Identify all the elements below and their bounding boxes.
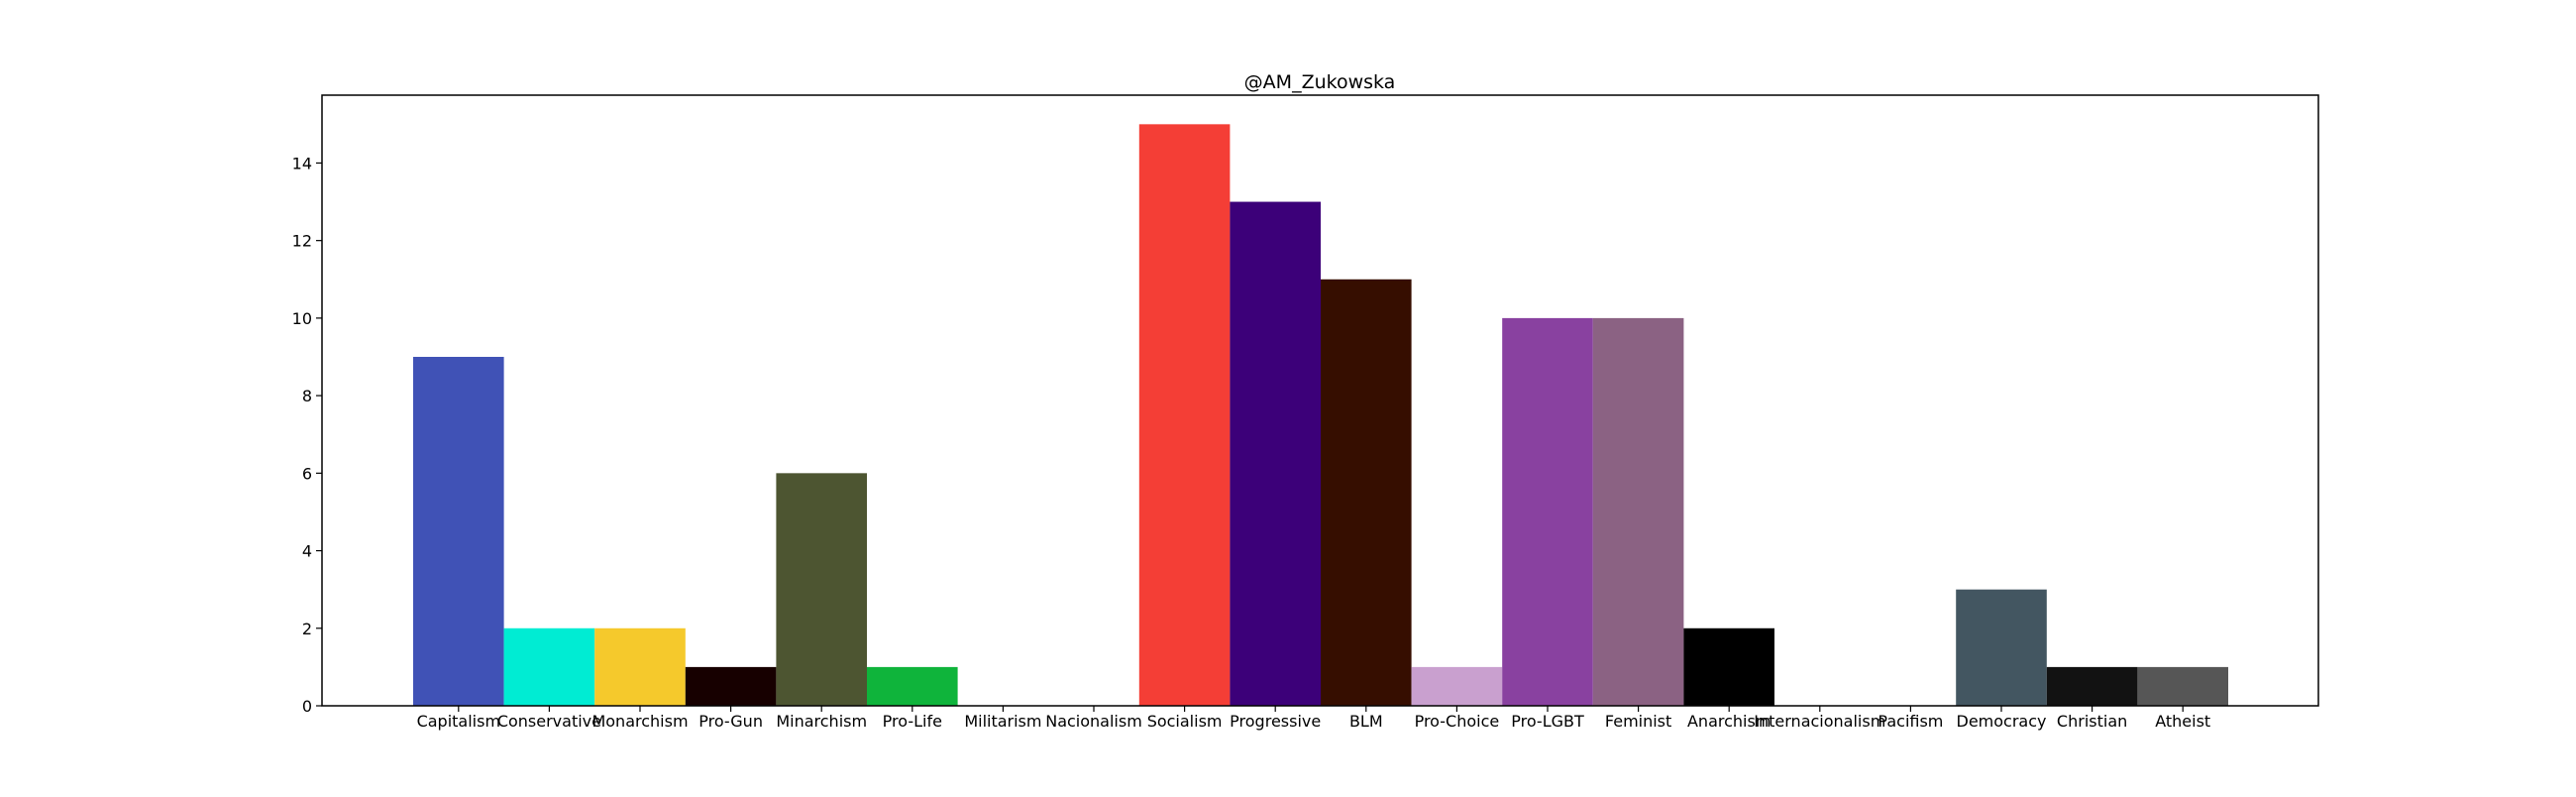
bar-minarchism xyxy=(776,473,867,706)
bar-pro-choice xyxy=(1411,666,1503,706)
x-tick-label-pro-life: Pro-Life xyxy=(883,712,942,731)
x-tick-label-conservative: Conservative xyxy=(497,712,601,731)
x-tick-label-minarchism: Minarchism xyxy=(776,712,867,731)
y-tick-label-0: 0 xyxy=(302,697,312,716)
plot-area-frame xyxy=(321,94,2319,707)
x-tick-label-christian: Christian xyxy=(2057,712,2127,731)
x-tick-label-socialism: Socialism xyxy=(1147,712,1223,731)
y-tick-label-12: 12 xyxy=(292,232,312,251)
y-tick-label-14: 14 xyxy=(292,154,312,172)
bar-monarchism xyxy=(594,627,686,706)
bar-feminist xyxy=(1592,317,1684,706)
x-tick-label-anarchism: Anarchism xyxy=(1687,712,1771,731)
x-tick-label-internacionalism: Internacionalism xyxy=(1754,712,1885,731)
x-tick-label-capitalism: Capitalism xyxy=(417,712,500,731)
y-tick-label-6: 6 xyxy=(302,464,312,483)
bar-democracy xyxy=(1956,589,2047,706)
x-tick-label-feminist: Feminist xyxy=(1605,712,1671,731)
bar-atheist xyxy=(2137,666,2228,706)
bar-christian xyxy=(2046,666,2138,706)
x-tick-label-progressive: Progressive xyxy=(1230,712,1321,731)
x-tick-label-pro-choice: Pro-Choice xyxy=(1415,712,1500,731)
bar-pro-lgbt xyxy=(1502,317,1593,706)
bar-blm xyxy=(1321,279,1412,706)
x-tick-label-militarism: Militarism xyxy=(964,712,1041,731)
bar-pro-gun xyxy=(685,666,777,706)
y-axis: 0 2 4 6 8 10 12 14 xyxy=(292,154,322,716)
bar-pro-life xyxy=(867,666,958,706)
bar-conservative xyxy=(503,627,595,706)
bar-progressive xyxy=(1230,201,1321,707)
y-tick-label-4: 4 xyxy=(302,542,312,561)
y-tick-label-10: 10 xyxy=(292,309,312,328)
bar-socialism xyxy=(1138,124,1231,707)
bars-layer xyxy=(413,124,2228,707)
x-tick-label-democracy: Democracy xyxy=(1957,712,2047,731)
x-tick-label-pro-gun: Pro-Gun xyxy=(698,712,763,731)
bar-anarchism xyxy=(1683,627,1774,706)
x-tick-label-pacifism: Pacifism xyxy=(1878,712,1943,731)
x-tick-label-nacionalism: Nacionalism xyxy=(1045,712,1142,731)
bar-capitalism xyxy=(413,357,504,706)
y-tick-label-8: 8 xyxy=(302,387,312,405)
y-tick-label-2: 2 xyxy=(302,620,312,638)
x-tick-label-pro-lgbt: Pro-LGBT xyxy=(1511,712,1584,731)
chart-title: @AM_Zukowska xyxy=(1244,71,1396,93)
x-tick-label-atheist: Atheist xyxy=(2155,712,2210,731)
x-tick-label-blm: BLM xyxy=(1349,712,1383,731)
x-tick-label-monarchism: Monarchism xyxy=(591,712,688,731)
